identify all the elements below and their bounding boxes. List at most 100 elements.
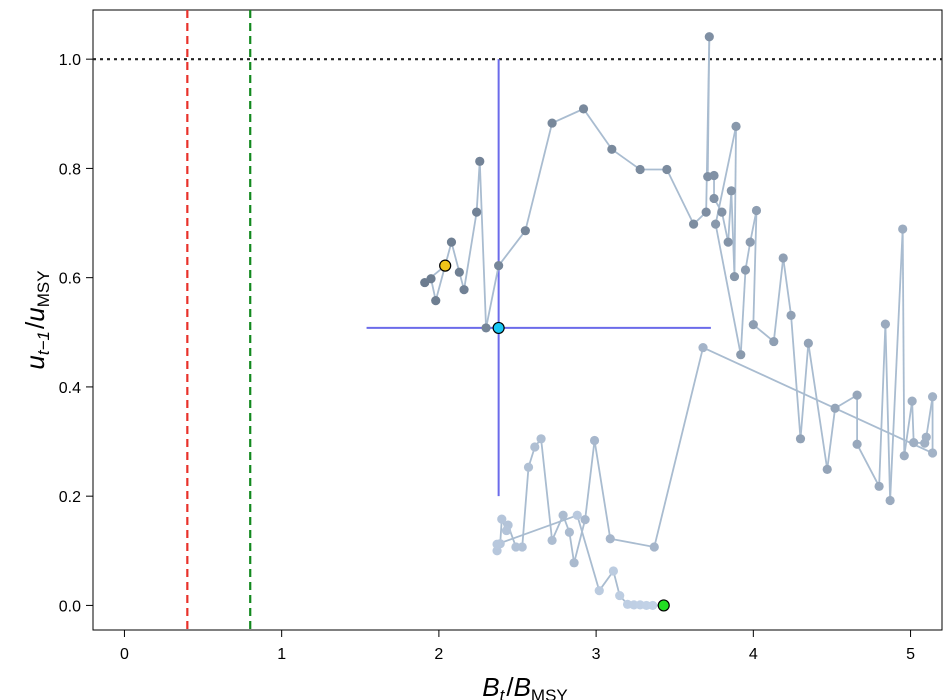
data-point (898, 224, 908, 234)
trajectory-segment (739, 269, 747, 355)
y-tick-label: 0.6 (59, 271, 81, 288)
y-title-main: u (20, 355, 50, 369)
trajectory-segment (540, 438, 553, 541)
y-title-ref: u (20, 307, 50, 321)
trajectory-segment (749, 210, 758, 243)
data-point (830, 403, 840, 413)
data-point (909, 438, 919, 448)
trajectory-segment (889, 229, 904, 501)
trajectory-segment (653, 347, 704, 548)
data-point (635, 164, 645, 175)
data-point (492, 546, 502, 556)
data-point (701, 207, 711, 217)
data-point (580, 515, 590, 525)
trajectory-segment (714, 126, 737, 225)
data-point (769, 336, 779, 347)
data-point (726, 186, 736, 196)
trajectory-segment (925, 396, 934, 438)
y-axis-title: ut−1/uMSY (20, 270, 53, 369)
data-point (481, 323, 491, 333)
trajectory-points (420, 32, 938, 611)
data-point (751, 205, 762, 216)
x-tick-label: 0 (120, 646, 129, 663)
data-point (740, 265, 751, 275)
data-point (648, 600, 658, 611)
y-tick-label: 0.0 (59, 598, 81, 615)
data-point (885, 495, 895, 506)
data-point (748, 320, 758, 330)
trajectory-segment (807, 343, 829, 470)
data-point (578, 104, 589, 114)
trajectory-segment (610, 537, 655, 548)
data-point (907, 396, 917, 406)
data-point (649, 542, 659, 552)
data-point (517, 542, 527, 552)
x-axis-title: Bt/BMSY (482, 672, 568, 700)
x-tick-label: 1 (277, 646, 286, 663)
data-point (704, 32, 714, 42)
data-point (608, 566, 619, 576)
data-point (880, 319, 891, 329)
y-axis: 0.0 0.2 0.4 0.6 0.8 1.0 (59, 52, 93, 615)
data-point (786, 310, 796, 320)
trajectory-segment (911, 401, 915, 443)
trajectory-segment (799, 343, 810, 439)
data-point (629, 600, 639, 610)
data-point (547, 535, 557, 546)
reference-lines (93, 10, 942, 630)
trajectory-segment (463, 211, 478, 290)
data-point (589, 435, 600, 446)
crosshair (366, 59, 711, 497)
data-point (492, 539, 502, 549)
data-point (530, 442, 540, 452)
y-tick-label: 0.4 (59, 380, 81, 397)
trajectory-segment (524, 122, 553, 231)
x-title-ref-sub: MSY (531, 686, 568, 700)
data-point (520, 226, 530, 236)
trajectory-segment (497, 230, 527, 267)
data-point (501, 525, 512, 536)
trajectory-segment (878, 324, 887, 487)
data-point (927, 392, 938, 402)
x-tick-label: 5 (906, 646, 915, 663)
trajectory-segment (568, 532, 575, 563)
highlight-points (439, 259, 670, 612)
data-point (698, 342, 708, 353)
end-point (657, 599, 670, 612)
data-point (709, 170, 719, 181)
trajectory-segment (485, 265, 500, 329)
data-point (723, 237, 733, 247)
trajectory-segment (706, 36, 711, 177)
data-point (605, 534, 615, 544)
trajectory-segment (582, 108, 613, 150)
x-title-main-sub: t (500, 686, 506, 700)
y-tick-label: 0.8 (59, 161, 81, 178)
plot-frame (92, 9, 943, 631)
data-point (852, 390, 862, 400)
data-point (745, 237, 755, 247)
data-point (564, 527, 574, 537)
data-point (607, 144, 617, 154)
x-tick-label: 2 (434, 646, 443, 663)
trajectory-segment (702, 346, 933, 454)
trajectory-segment (450, 241, 461, 273)
trajectory-segment (901, 229, 906, 456)
trajectory-segment (666, 169, 695, 225)
trajectory-segment (611, 148, 641, 171)
data-point (717, 207, 727, 217)
data-point (927, 448, 938, 458)
start-point (439, 259, 452, 272)
y-tick-label: 1.0 (59, 52, 81, 69)
data-point (615, 590, 625, 601)
x-title-sep: / (506, 672, 514, 700)
data-point (711, 219, 721, 229)
y-title-main-sub: t−1 (34, 331, 53, 355)
data-point (536, 434, 546, 444)
trajectory-lines (424, 36, 934, 607)
x-tick-label: 4 (749, 646, 758, 663)
data-point (494, 261, 504, 271)
trajectory-segment (496, 514, 578, 546)
data-point (731, 121, 741, 131)
y-title-sep: / (20, 321, 50, 329)
